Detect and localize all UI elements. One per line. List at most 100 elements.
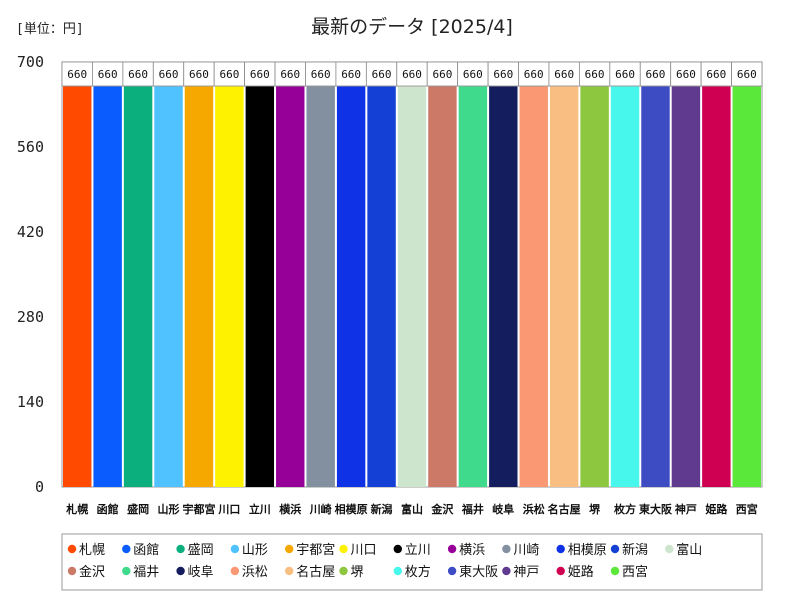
- bar-21: [671, 86, 701, 488]
- x-tick-label-14: 福井: [461, 502, 484, 516]
- legend-swatch-1: [67, 544, 77, 554]
- data-label-box-9: [305, 61, 337, 87]
- legend-label-15: 岐阜: [188, 564, 214, 580]
- x-tick-label-16: 浜松: [523, 502, 545, 516]
- legend-label-12: 富山: [676, 542, 702, 558]
- data-label-14: 660: [463, 68, 483, 81]
- legend-swatch-16: [230, 566, 240, 576]
- legend-label-17: 名古屋: [296, 564, 335, 580]
- legend-swatch-18: [339, 566, 348, 576]
- chart-title: 最新のデータ [2025/4]: [311, 16, 513, 38]
- data-label-22: 660: [706, 68, 726, 81]
- data-label-box-2: [92, 61, 124, 87]
- bar-17: [549, 86, 579, 488]
- bar-3: [123, 86, 153, 488]
- legend-swatch-3: [176, 544, 185, 554]
- legend-label-7: 立川: [405, 543, 431, 558]
- x-tick-label-6: 川口: [217, 503, 240, 516]
- data-label-1: 660: [67, 68, 87, 81]
- legend-swatch-17: [285, 566, 294, 576]
- data-label-5: 660: [189, 68, 209, 81]
- data-label-box-5: [183, 61, 215, 87]
- x-tick-label-4: 山形: [158, 502, 180, 516]
- legend-swatch-6: [339, 544, 348, 554]
- bar-23: [732, 86, 761, 488]
- data-label-box-16: [518, 61, 550, 87]
- data-label-8: 660: [280, 68, 300, 81]
- data-label-box-21: [670, 61, 702, 87]
- bar-12: [397, 86, 427, 488]
- bar-9: [306, 86, 335, 488]
- x-tick-label-3: 盛岡: [127, 502, 149, 516]
- x-tick-label-11: 新潟: [371, 502, 393, 516]
- data-label-box-4: [152, 61, 185, 87]
- x-tick-label-7: 立川: [249, 502, 271, 516]
- y-tick-label: 420: [17, 223, 44, 241]
- y-tick-label: 560: [17, 138, 44, 156]
- legend-label-9: 川崎: [513, 543, 539, 558]
- legend-label-2: 函館: [133, 543, 159, 558]
- legend-swatch-2: [122, 544, 131, 554]
- legend-label-18: 堺: [351, 565, 364, 580]
- x-tick-label-12: 富山: [401, 502, 423, 516]
- legend-label-6: 川口: [351, 543, 377, 558]
- legend-label-23: 西宮: [622, 564, 648, 580]
- data-label-box-23: [731, 61, 763, 87]
- bar-16: [519, 86, 548, 488]
- legend-swatch-14: [122, 566, 131, 576]
- legend-label-19: 枚方: [405, 564, 431, 580]
- legend-swatch-21: [502, 566, 511, 576]
- data-label-3: 660: [128, 68, 148, 81]
- data-label-16: 660: [524, 68, 544, 81]
- data-label-2: 660: [98, 68, 118, 81]
- x-tick-label-23: 西宮: [736, 502, 758, 516]
- x-tick-label-13: 金沢: [430, 502, 454, 516]
- y-tick-label: 0: [35, 478, 44, 496]
- data-label-4: 660: [159, 68, 179, 81]
- y-tick-label: 140: [17, 393, 44, 411]
- legend-label-21: 神戸: [513, 565, 539, 580]
- data-label-18: 660: [585, 68, 605, 81]
- legend-label-13: 金沢: [79, 564, 105, 580]
- bar-22: [702, 86, 731, 488]
- legend-label-1: 札幌: [79, 542, 105, 558]
- legend-swatch-11: [610, 544, 620, 554]
- data-label-23: 660: [737, 68, 757, 81]
- x-tick-label-20: 東大阪: [639, 502, 673, 516]
- data-label-box-1: [61, 61, 93, 87]
- x-tick-label-10: 相模原: [335, 502, 368, 516]
- x-axis: 札幌 函館 盛岡 山形 宇都宮 川口 立川 横浜 川崎 相模原 新潟 富山 金沢 福井 岐阜 浜松 名古屋堺枚方…: [65, 502, 758, 516]
- data-label-box-13: [426, 61, 459, 87]
- data-labels: 660 660 660 660 660 660 660 660 660 660 660 660 660 6…: [61, 61, 763, 87]
- data-label-20: 660: [646, 68, 666, 81]
- legend-swatch-8: [447, 544, 457, 554]
- data-label-13: 660: [432, 68, 452, 81]
- bar-6: [215, 86, 244, 488]
- bar-4: [154, 86, 183, 488]
- legend-swatch-15: [176, 566, 185, 576]
- data-label-17: 660: [554, 68, 574, 81]
- legend-swatch-20: [447, 566, 457, 576]
- legend-label-8: 横浜: [459, 543, 485, 558]
- legend-swatch-19: [393, 566, 402, 576]
- data-label-box-8: [274, 61, 306, 87]
- legend-swatch-23: [610, 566, 620, 576]
- y-tick-label: 280: [17, 308, 44, 326]
- x-tick-label-1: 札幌: [65, 502, 88, 516]
- legend-label-11: 新潟: [622, 542, 648, 558]
- data-label-box-12: [396, 61, 428, 87]
- legend-swatch-5: [285, 544, 294, 554]
- y-axis: 0 140 280 420 560 700: [17, 53, 44, 496]
- data-label-6: 660: [219, 68, 239, 81]
- legend-swatch-10: [556, 544, 565, 554]
- data-label-box-19: [609, 61, 641, 87]
- bar-8: [276, 86, 305, 488]
- data-label-10: 660: [341, 68, 361, 81]
- bar-20: [641, 86, 670, 488]
- x-tick-label-22: 姫路: [705, 502, 728, 516]
- data-label-box-20: [639, 61, 672, 87]
- legend-label-14: 福井: [133, 565, 159, 580]
- legend-box: [61, 533, 763, 591]
